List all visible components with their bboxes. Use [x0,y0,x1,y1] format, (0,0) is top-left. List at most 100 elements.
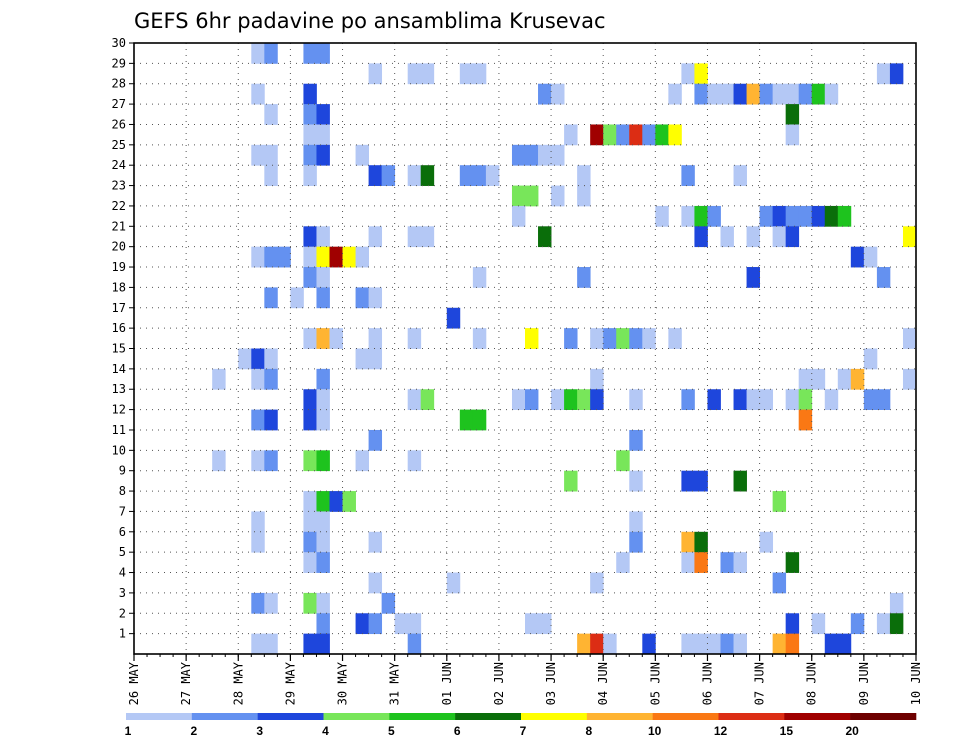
heatmap-cell [251,348,265,370]
heatmap-cell [251,144,265,166]
heatmap-cell [407,165,422,186]
heatmap-cell [264,592,278,614]
heatmap-cell [876,267,891,288]
heatmap-cell [590,328,604,349]
heatmap-cell [355,348,369,370]
heatmap-cell [511,389,526,410]
heatmap-cell [772,572,787,594]
y-tick-label: 22 [112,199,126,213]
colorbar-swatch [652,713,719,720]
y-tick-label: 23 [112,179,126,193]
heatmap-cell [551,389,565,410]
heatmap-cell [303,633,317,655]
heatmap-cell [251,368,265,390]
heatmap-cell [746,389,760,410]
heatmap-cell [472,267,487,288]
x-tick-label: 05 JUN [648,662,662,705]
heatmap-cell [472,409,487,431]
heatmap-cell [407,226,422,248]
heatmap-cell [798,409,813,431]
heatmap-cell [603,633,617,655]
heatmap-cell [316,246,330,268]
heatmap-cell [342,246,356,268]
heatmap-cell [303,491,317,512]
heatmap-cell [420,389,435,410]
heatmap-cell [264,287,278,309]
colorbar-swatch [389,713,456,720]
heatmap-cell [850,613,865,635]
heatmap-cell [381,592,396,614]
heatmap-cell [681,633,695,655]
heatmap-cell [316,144,330,166]
heatmap-cell [368,348,383,370]
heatmap-cell [538,144,552,166]
heatmap-cell [733,470,747,492]
heatmap-cell [616,450,630,472]
x-tick-label: 01 JUN [440,662,454,705]
heatmap-cell [251,83,265,105]
heatmap-cell [355,613,369,635]
colorbar-swatch [126,713,193,720]
heatmap-cell [525,185,539,207]
heatmap-cell [511,205,526,227]
colorbar-label: 7 [520,724,527,738]
y-tick-label: 12 [112,403,126,417]
heatmap-cell [798,205,813,227]
heatmap-cell [368,63,383,85]
heatmap-cell [616,328,630,349]
heatmap-cell [525,389,539,410]
heatmap-cell [264,368,278,390]
heatmap-cell [368,226,383,248]
heatmap-cells [212,43,917,655]
heatmap-cell [733,633,747,655]
heatmap-cell [655,205,669,227]
heatmap-cell [811,205,826,227]
heatmap-cell [785,633,800,655]
heatmap-cell [303,165,317,186]
colorbar-swatch [784,713,851,720]
heatmap-cell [590,368,604,390]
colorbar-swatch [323,713,390,720]
heatmap-cell [590,389,604,410]
heatmap-cell [316,104,330,125]
heatmap-cell [303,43,317,64]
heatmap-cell [720,552,734,573]
heatmap-cell [407,613,422,635]
heatmap-cell [303,144,317,166]
heatmap-cell [902,226,917,248]
heatmap-cell [772,633,787,655]
y-tick-label: 16 [112,321,126,335]
heatmap-cell [251,43,265,64]
heatmap-cell [681,552,695,573]
heatmap-cell [329,246,343,268]
y-tick-label: 8 [119,484,126,498]
heatmap-cell [538,613,552,635]
y-tick-label: 28 [112,77,126,91]
heatmap-cell [316,389,330,410]
y-tick-label: 11 [112,423,126,437]
y-tick-label: 25 [112,138,126,152]
heatmap-cell [472,63,487,85]
heatmap-cell [264,450,278,472]
heatmap-cell [681,63,695,85]
x-tick-label: 09 JUN [857,662,871,705]
heatmap-cell [759,531,774,553]
heatmap-cell [525,613,539,635]
colorbar-label: 2 [190,724,197,738]
heatmap-cell [694,83,708,105]
y-tick-label: 18 [112,280,126,294]
y-tick-label: 30 [112,36,126,50]
heatmap-cell [694,205,708,227]
heatmap-cell [746,83,760,105]
heatmap-cell [694,552,708,573]
heatmap-cell [316,613,330,635]
heatmap-cell [759,389,774,410]
heatmap-cell [616,124,630,146]
heatmap-cell [811,613,826,635]
heatmap-cell [472,165,487,186]
heatmap-cell [733,165,747,186]
heatmap-cell [264,348,278,370]
heatmap-cell [798,83,813,105]
heatmap-cell [824,83,839,105]
